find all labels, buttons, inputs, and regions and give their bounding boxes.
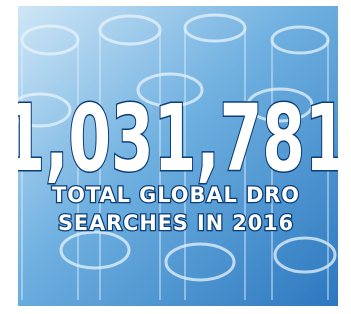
- caption-line: SEARCHES IN 2016: [58, 211, 294, 235]
- page: {"graphic": {"headline_number": "1,031,7…: [0, 0, 351, 314]
- infographic: 1,031,781 TOTAL GLOBAL DRO SEARCHES IN 2…: [0, 0, 351, 314]
- caption-line: TOTAL GLOBAL DRO: [52, 183, 300, 207]
- headline-number: 1,031,781: [3, 85, 348, 192]
